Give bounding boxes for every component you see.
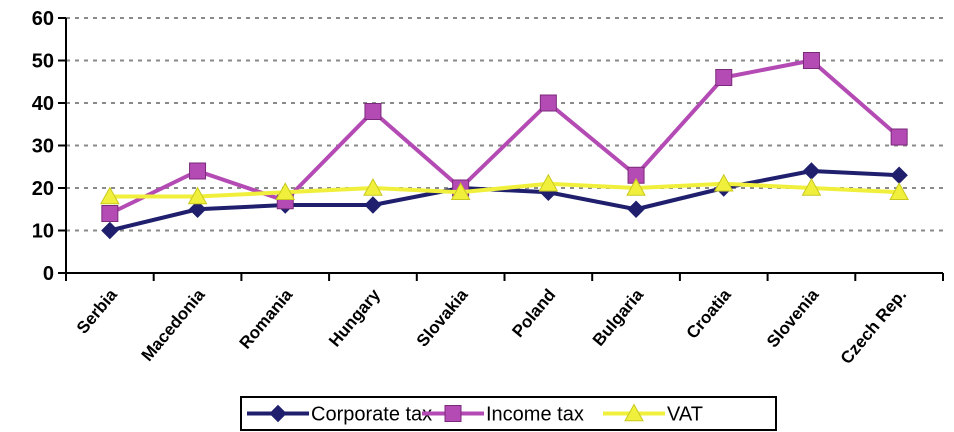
x-tick-label: Macedonia [138, 285, 209, 365]
series-line [109, 169, 900, 233]
data-point-diamond [269, 404, 287, 423]
x-tick-label: Czech Rep. [837, 285, 910, 367]
y-axis-ticks: 0 10 20 30 40 50 60 [32, 8, 66, 285]
legend-label: Corporate tax [311, 404, 432, 426]
legend-box [240, 396, 777, 431]
data-point-diamond [188, 200, 207, 218]
legend-label: VAT [667, 404, 703, 426]
series-line [108, 58, 901, 216]
data-point-diamond [627, 200, 645, 218]
data-point-triangle [538, 173, 559, 192]
data-point-triangle [187, 186, 208, 205]
legend: Corporate tax Income tax VAT [240, 396, 777, 431]
data-point-triangle [713, 173, 734, 192]
data-point-square [189, 162, 207, 180]
series-line [109, 181, 900, 199]
data-point-diamond [101, 221, 119, 240]
x-tick-label: Romania [236, 285, 297, 353]
data-point-diamond [802, 162, 821, 180]
data-point-square [890, 128, 908, 146]
x-tick-label: Croatia [683, 285, 736, 342]
x-tick-label: Slovakia [413, 285, 472, 350]
data-point-triangle [624, 403, 644, 422]
data-point-triangle [275, 182, 296, 200]
x-tick-label: Serbia [73, 285, 121, 337]
y-tick-label: 60 [32, 8, 54, 30]
y-tick-label: 50 [32, 51, 54, 73]
x-tick-label: Slovenia [763, 285, 823, 351]
x-tick-label: Bulgaria [589, 285, 648, 350]
data-point-square [101, 205, 119, 222]
series-group [100, 52, 909, 240]
legend-label: Income tax [486, 404, 584, 426]
y-tick-label: 10 [32, 221, 54, 243]
data-point-triangle [363, 177, 383, 196]
x-axis-labels: Serbia Macedonia Romania Hungary Slovakia Pol… [73, 285, 910, 368]
y-tick-label: 20 [32, 178, 54, 200]
series-vat [100, 173, 909, 205]
data-point-diamond [364, 196, 382, 214]
y-tick-label: 40 [32, 93, 54, 115]
data-point-square [364, 103, 382, 120]
x-tick-label: Hungary [325, 285, 384, 350]
x-tick-label: Poland [508, 285, 559, 341]
data-point-triangle [889, 182, 909, 200]
data-point-diamond [890, 166, 908, 184]
legend-entry: VAT [603, 403, 703, 426]
series-corporate-tax [101, 162, 908, 240]
data-point-square [802, 52, 820, 69]
legend-entry: Corporate tax [247, 404, 432, 426]
data-point-triangle [100, 186, 120, 205]
data-point-square [539, 94, 557, 112]
data-point-triangle [626, 177, 646, 196]
y-tick-label: 0 [43, 263, 54, 285]
data-point-square [715, 69, 733, 86]
data-point-triangle [450, 182, 471, 200]
data-point-triangle [801, 177, 822, 196]
data-point-square [444, 405, 462, 422]
y-tick-label: 30 [32, 136, 54, 158]
legend-entry: Income tax [422, 404, 584, 426]
